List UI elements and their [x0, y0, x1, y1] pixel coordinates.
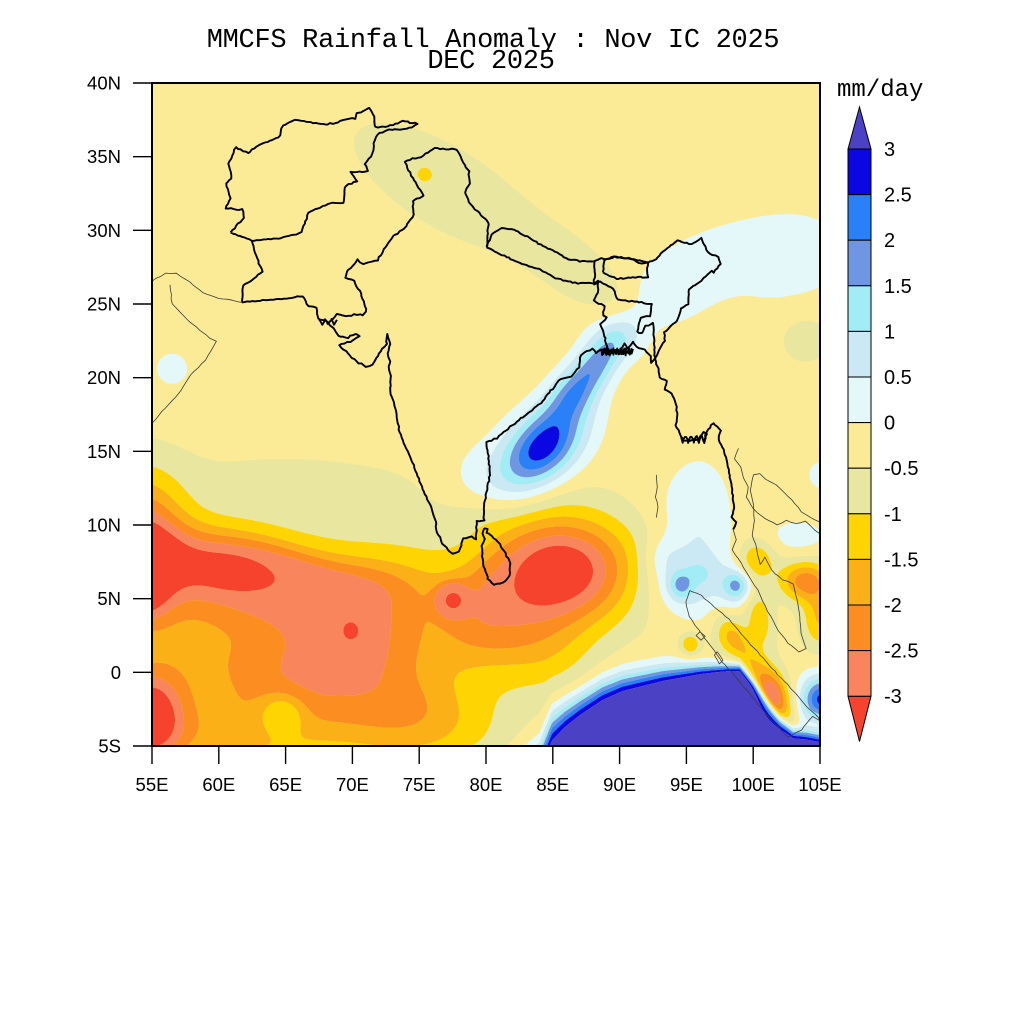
- svg-text:0: 0: [884, 413, 895, 435]
- svg-text:65E: 65E: [269, 774, 302, 795]
- svg-text:-2.5: -2.5: [884, 641, 918, 663]
- svg-text:5N: 5N: [97, 588, 121, 609]
- svg-text:85E: 85E: [536, 774, 569, 795]
- svg-text:DEC 2025: DEC 2025: [427, 47, 554, 77]
- svg-text:0.5: 0.5: [884, 367, 912, 389]
- svg-text:-1.5: -1.5: [884, 549, 918, 571]
- svg-text:55E: 55E: [136, 774, 169, 795]
- svg-text:1: 1: [884, 321, 895, 343]
- svg-text:15N: 15N: [87, 441, 121, 462]
- svg-text:30N: 30N: [87, 220, 121, 241]
- svg-text:mm/day: mm/day: [837, 77, 923, 104]
- svg-text:70E: 70E: [336, 774, 369, 795]
- svg-text:3: 3: [884, 139, 895, 161]
- svg-text:60E: 60E: [202, 774, 235, 795]
- svg-text:80E: 80E: [470, 774, 503, 795]
- svg-text:10N: 10N: [87, 515, 121, 536]
- svg-text:75E: 75E: [403, 774, 436, 795]
- svg-text:5S: 5S: [98, 736, 121, 757]
- svg-text:100E: 100E: [732, 774, 775, 795]
- svg-text:2: 2: [884, 230, 895, 252]
- svg-text:90E: 90E: [603, 774, 636, 795]
- svg-text:40N: 40N: [87, 73, 121, 94]
- svg-text:95E: 95E: [670, 774, 703, 795]
- svg-text:1.5: 1.5: [884, 276, 912, 298]
- svg-text:25N: 25N: [87, 294, 121, 315]
- svg-text:-2: -2: [884, 595, 902, 617]
- svg-text:35N: 35N: [87, 146, 121, 167]
- svg-text:-0.5: -0.5: [884, 458, 918, 480]
- svg-text:105E: 105E: [798, 774, 841, 795]
- svg-text:-3: -3: [884, 686, 902, 708]
- svg-text:2.5: 2.5: [884, 185, 912, 207]
- svg-text:MMCFS Rainfall Anomaly : Nov I: MMCFS Rainfall Anomaly : Nov IC 2025: [207, 26, 780, 56]
- svg-text:-1: -1: [884, 504, 902, 526]
- svg-text:0: 0: [111, 662, 121, 683]
- svg-text:20N: 20N: [87, 367, 121, 388]
